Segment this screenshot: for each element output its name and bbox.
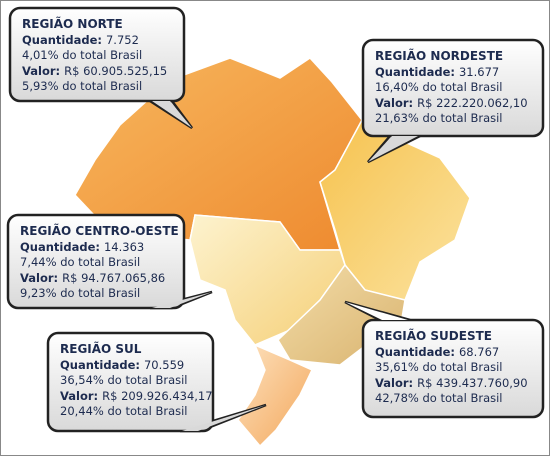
- quantity-label: Quantidade:: [22, 33, 102, 47]
- callout-tail-fill: [152, 101, 192, 128]
- callout-box: [361, 318, 545, 419]
- value-amount: R$ 60.905.525,15: [64, 64, 167, 78]
- quantity-label: Quantidade:: [375, 345, 455, 359]
- callout-title: REGIÃO SUDESTE: [375, 328, 492, 343]
- quantity-value: 14.363: [104, 240, 144, 254]
- callout-box: [6, 213, 186, 310]
- value-line: Valor: R$ 439.437.760,90: [375, 376, 528, 390]
- value-share: 20,44% do total Brasil: [60, 404, 188, 418]
- quantity-share: 7,44% do total Brasil: [20, 255, 140, 269]
- value-amount: R$ 94.767.065,86: [62, 271, 165, 285]
- value-amount: R$ 222.220.062,10: [417, 96, 527, 110]
- regions-shapes: [74, 57, 471, 448]
- callout-box: [8, 6, 186, 103]
- value-label: Valor:: [375, 376, 413, 390]
- value-share: 9,23% do total Brasil: [20, 286, 140, 300]
- value-label: Valor:: [60, 389, 98, 403]
- value-amount: R$ 439.437.760,90: [417, 376, 527, 390]
- callout-tail-fill: [345, 302, 408, 320]
- value-label: Valor:: [20, 271, 58, 285]
- callout-title: REGIÃO CENTRO-OESTE: [20, 223, 179, 238]
- quantity-line: Quantidade: 7.752: [22, 33, 139, 47]
- value-line: Valor: R$ 94.767.065,86: [20, 271, 165, 285]
- value-line: Valor: R$ 60.905.525,15: [22, 64, 167, 78]
- quantity-label: Quantidade:: [375, 65, 455, 79]
- value-line: Valor: R$ 209.926.434,17: [60, 389, 213, 403]
- region-sul: [237, 343, 314, 448]
- quantity-line: Quantidade: 14.363: [20, 240, 144, 254]
- quantity-share: 35,61% do total Brasil: [375, 360, 503, 374]
- quantity-label: Quantidade:: [20, 240, 100, 254]
- quantity-line: Quantidade: 31.677: [375, 65, 499, 79]
- quantity-line: Quantidade: 68.767: [375, 345, 499, 359]
- callout-box: [361, 38, 545, 138]
- quantity-value: 7.752: [106, 33, 139, 47]
- quantity-share: 36,54% do total Brasil: [60, 373, 188, 387]
- callout-title: REGIÃO SUL: [60, 341, 142, 356]
- value-line: Valor: R$ 222.220.062,10: [375, 96, 528, 110]
- value-share: 5,93% do total Brasil: [22, 79, 142, 93]
- callout-tail-fill: [152, 292, 212, 308]
- callout-title: REGIÃO NORTE: [22, 16, 123, 31]
- callout-title: REGIÃO NORDESTE: [375, 48, 503, 63]
- value-amount: R$ 209.926.434,17: [102, 389, 212, 403]
- callout-tail-fill: [368, 136, 418, 162]
- value-share: 21,63% do total Brasil: [375, 111, 503, 125]
- quantity-value: 68.767: [459, 345, 499, 359]
- quantity-share: 16,40% do total Brasil: [375, 80, 503, 94]
- quantity-label: Quantidade:: [60, 358, 140, 372]
- value-label: Valor:: [375, 96, 413, 110]
- quantity-value: 70.559: [144, 358, 184, 372]
- value-share: 42,78% do total Brasil: [375, 391, 503, 405]
- callout: REGIÃO CENTRO-OESTE Quantidade: 14.3637,44…: [6, 213, 213, 310]
- quantity-line: Quantidade: 70.559: [60, 358, 184, 372]
- callout-tail-fill: [182, 405, 266, 431]
- value-label: Valor:: [22, 64, 60, 78]
- quantity-share: 4,01% do total Brasil: [22, 48, 142, 62]
- callout-box: [46, 331, 215, 433]
- quantity-value: 31.677: [459, 65, 499, 79]
